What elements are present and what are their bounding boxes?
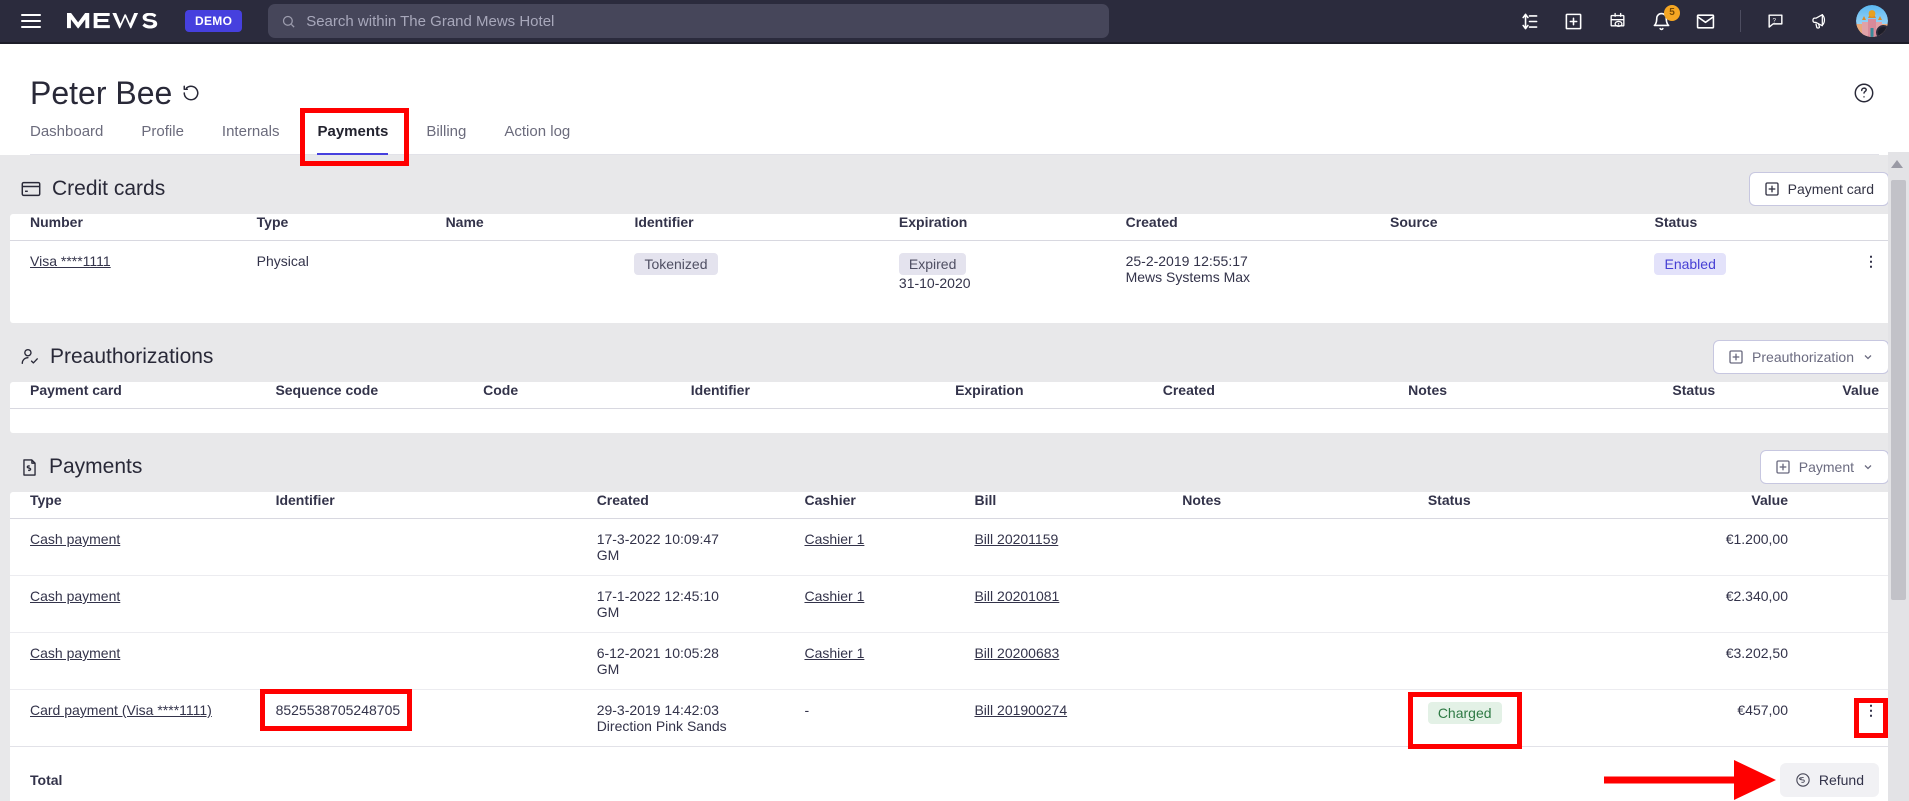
svg-text:?: ? xyxy=(1773,17,1777,24)
